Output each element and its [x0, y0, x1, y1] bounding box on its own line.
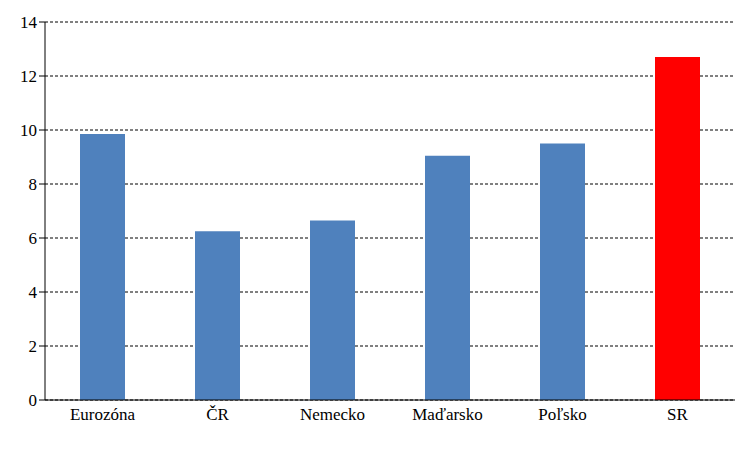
svg-text:Eurozóna: Eurozóna	[70, 405, 136, 424]
svg-text:6: 6	[29, 229, 38, 248]
svg-text:Maďarsko: Maďarsko	[412, 405, 482, 424]
svg-text:0: 0	[29, 391, 38, 410]
svg-text:SR: SR	[667, 405, 688, 424]
svg-text:Poľsko: Poľsko	[538, 405, 586, 424]
svg-text:Nemecko: Nemecko	[300, 405, 365, 424]
svg-text:10: 10	[20, 121, 37, 140]
svg-text:14: 14	[20, 13, 38, 32]
svg-text:8: 8	[29, 175, 38, 194]
svg-text:4: 4	[29, 283, 38, 302]
svg-text:12: 12	[20, 67, 37, 86]
svg-text:ČR: ČR	[206, 405, 229, 424]
svg-text:2: 2	[29, 337, 38, 356]
